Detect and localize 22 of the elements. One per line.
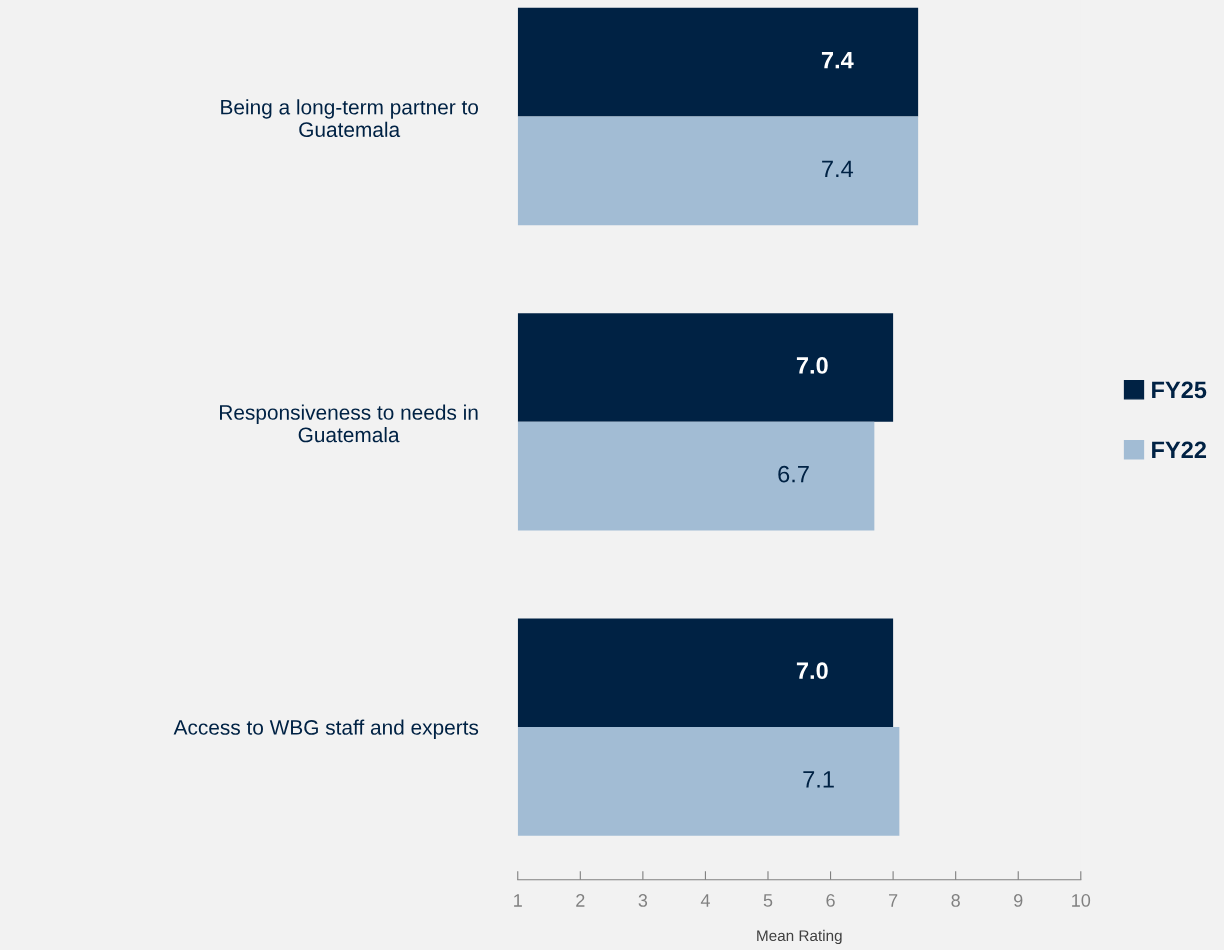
x-tick-label: 10 <box>1072 894 1091 907</box>
data-label: 7.1 <box>803 771 834 788</box>
data-label: 7.0 <box>796 357 828 374</box>
x-tick-label: 9 <box>1014 894 1023 907</box>
x-tick-label: 6 <box>826 894 835 907</box>
y-tick-label: Responsiveness to needs in Guatemala <box>220 404 478 443</box>
data-label: 7.4 <box>822 160 854 177</box>
x-tick-label: 2 <box>576 894 585 907</box>
x-axis-title: Mean Rating <box>757 929 842 945</box>
legend-label: FY25 <box>1152 381 1207 399</box>
x-tick-label: 5 <box>763 894 773 907</box>
data-label: 6.7 <box>778 465 809 483</box>
data-label: 7.0 <box>796 662 828 680</box>
data-label: 7.4 <box>821 52 854 69</box>
legend-label: FY22 <box>1152 441 1207 458</box>
y-tick-label: Being a long-term partner to Guatemala <box>221 99 479 138</box>
x-tick-label: 1 <box>514 894 522 907</box>
x-tick-label: 4 <box>700 894 710 907</box>
x-tick-label: 3 <box>638 894 648 907</box>
x-tick-label: 8 <box>951 894 960 907</box>
x-tick-label: 7 <box>889 894 898 907</box>
y-tick-label: Access to WBG staff and experts <box>173 719 479 739</box>
